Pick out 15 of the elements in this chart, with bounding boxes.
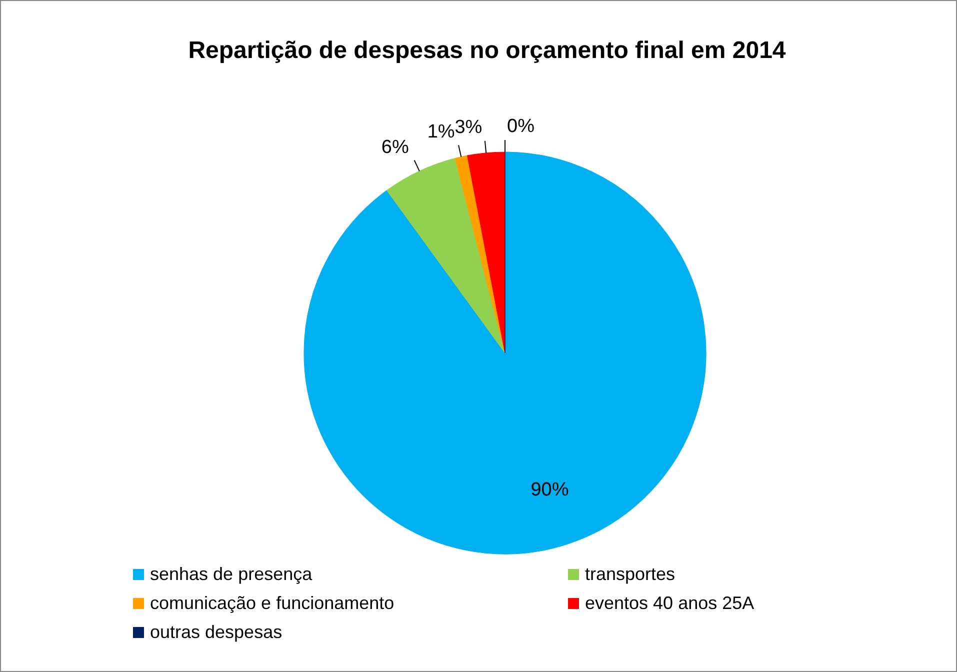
legend-label: senhas de presença bbox=[150, 564, 314, 584]
pie-slice bbox=[454, 155, 506, 354]
pie-slice bbox=[386, 158, 506, 354]
legend-label: eventos 40 anos 25A bbox=[585, 592, 754, 613]
pie-slice bbox=[304, 152, 706, 554]
chart-title: Repartição de despesas no orçamento final em 2014 bbox=[188, 37, 786, 64]
pie-slice bbox=[467, 152, 506, 354]
data-label: 6% bbox=[381, 137, 409, 158]
legend-label: outras despesas bbox=[150, 622, 282, 642]
data-label: 3% bbox=[454, 116, 482, 138]
legend-label: transportes bbox=[585, 564, 676, 584]
data-label: 90% bbox=[530, 480, 569, 501]
legend-label: comunicação e funcionamento bbox=[150, 592, 394, 613]
text: 0% bbox=[507, 116, 534, 137]
data-label: 1% bbox=[427, 121, 455, 142]
